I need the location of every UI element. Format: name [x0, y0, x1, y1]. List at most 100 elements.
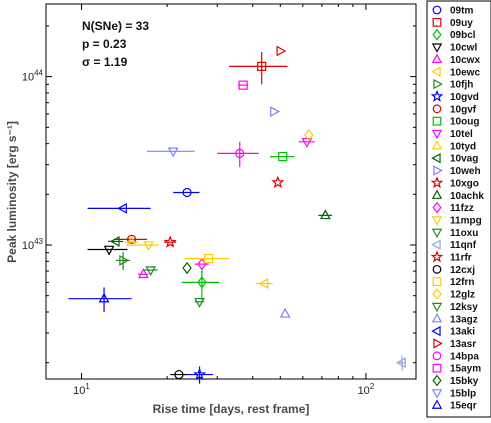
marker-triangle-right — [276, 45, 287, 57]
legend-label: 09tm — [450, 6, 473, 17]
data-point-13agz — [279, 307, 291, 318]
data-point-10cwl — [87, 245, 128, 256]
legend-marker-star — [430, 250, 444, 263]
legend-entry-14bpa: 14bpa — [432, 351, 479, 362]
legend-entry-15aym: 15aym — [432, 363, 481, 375]
legend-label: 15bky — [450, 376, 479, 387]
legend-label: 10oug — [450, 117, 479, 128]
legend-label: 11fzz — [450, 203, 474, 214]
marker-square — [278, 151, 288, 162]
legend-marker-square — [432, 116, 442, 126]
annotation-p-value: p = 0.23 — [82, 37, 127, 51]
data-point-12glz — [304, 128, 314, 142]
data-point-10cwx — [137, 268, 149, 279]
legend-label: 10vag — [450, 154, 478, 165]
data-point-09bcl — [181, 268, 220, 301]
marker-triangle-up — [98, 292, 110, 303]
marker-diamond — [304, 128, 314, 142]
legend-marker-triangle-down — [431, 129, 443, 140]
axis-ticks: 101 102 1043 1044 — [22, 4, 416, 397]
legend-marker-star — [430, 176, 444, 189]
marker-circle — [182, 187, 192, 198]
legend-entry-10ewc: 10ewc — [431, 66, 480, 78]
legend-entry-10cwl: 10cwl — [431, 43, 477, 54]
legend-entry-11mpg: 11mpg — [431, 215, 482, 226]
legend-marker-triangle-down — [431, 43, 443, 53]
legend-marker-triangle-up — [431, 53, 443, 64]
legend-marker-star — [430, 89, 444, 102]
legend-entry-11fzz: 11fzz — [432, 201, 474, 214]
legend-entry-10fjh: 10fjh — [433, 78, 473, 91]
marker-circle — [127, 234, 137, 244]
data-point-12ksy — [143, 266, 158, 277]
legend-entry-13aki: 13aki — [431, 325, 475, 338]
data-point-11oxu — [194, 297, 205, 308]
marker-triangle-left — [258, 278, 269, 289]
data-point-15eqr — [68, 287, 132, 312]
legend-box — [426, 0, 491, 418]
legend-entry-12ksy: 12ksy — [431, 302, 478, 313]
legend-label: 15aym — [450, 364, 481, 375]
marker-triangle-down — [167, 147, 179, 158]
legend-marker-circle — [432, 351, 442, 361]
data-point-10vag — [108, 236, 124, 247]
legend-marker-triangle-down — [431, 389, 443, 399]
data-point-12frn — [184, 254, 229, 264]
legend-label: 15blp — [450, 388, 476, 399]
data-point-10tyd — [124, 236, 139, 246]
legend-entry-09uy: 09uy — [432, 17, 473, 29]
legend-entry-10vag: 10vag — [431, 153, 478, 165]
legend-marker-square — [432, 17, 442, 27]
legend-label: 11rfr — [450, 253, 472, 264]
data-point-15aym — [238, 80, 249, 90]
legend-label: 10tyd — [450, 141, 476, 152]
legend-label: 10tel — [450, 129, 473, 140]
legend-label: 10cwl — [450, 43, 477, 54]
x-axis-label: Rise time [days, rest frame] — [153, 402, 310, 416]
legend-marker-diamond — [432, 201, 442, 214]
legend-label: 10gvf — [450, 104, 477, 115]
legend-entry-11rfr: 11rfr — [430, 250, 472, 264]
legend-marker-diamond — [432, 288, 442, 300]
legend-marker-square — [432, 363, 442, 373]
legend-entry-15blp: 15blp — [431, 388, 476, 399]
marker-triangle-up — [126, 236, 138, 246]
data-marks — [68, 45, 406, 384]
legend-entry-10gvd: 10gvd — [430, 89, 479, 103]
legend-label: 10xgo — [450, 178, 479, 189]
legend-marker-triangle-right — [433, 338, 443, 349]
legend-label: 14bpa — [450, 351, 479, 362]
marker-triangle-down — [145, 266, 157, 277]
data-point-10tel — [298, 138, 315, 148]
data-point-11mpg — [137, 241, 159, 252]
data-point-10oug — [270, 151, 295, 162]
data-point-10achk — [318, 209, 333, 220]
legend-entry-13asr: 13asr — [433, 338, 476, 350]
legend-marker-square — [432, 277, 442, 287]
legend-marker-triangle-down — [431, 216, 443, 226]
legend-entry-10tel: 10tel — [431, 129, 473, 140]
data-point-15blp — [147, 147, 195, 158]
legend-marker-triangle-down — [431, 228, 443, 239]
marker-star — [271, 175, 285, 189]
legend-label: 10gvd — [450, 92, 479, 103]
marker-triangle-left — [396, 357, 406, 369]
legend-entry-09tm: 09tm — [432, 6, 473, 17]
legend-entry-13agz: 13agz — [431, 312, 478, 325]
legend-label: 10weh — [450, 166, 481, 177]
data-point-12cxj — [170, 369, 188, 380]
legend-entry-12glz: 12glz — [432, 288, 475, 301]
y-tick-label: 1043 — [22, 237, 44, 252]
marker-triangle-down — [143, 241, 154, 252]
data-point-15bky — [182, 261, 192, 275]
legend-marker-triangle-left — [431, 153, 441, 164]
legend-label: 11mpg — [450, 215, 482, 226]
legend-label: 09bcl — [450, 30, 476, 41]
data-point-11fzz — [194, 257, 209, 271]
legend-label: 10achk — [450, 191, 484, 202]
x-tick-label: 102 — [358, 382, 375, 397]
marker-triangle-up — [137, 268, 149, 279]
legend: 09tm09uy09bcl10cwl10cwx10ewc10fjh10gvd10… — [430, 6, 484, 412]
marker-triangle-up — [319, 209, 331, 220]
marker-square — [204, 254, 214, 264]
